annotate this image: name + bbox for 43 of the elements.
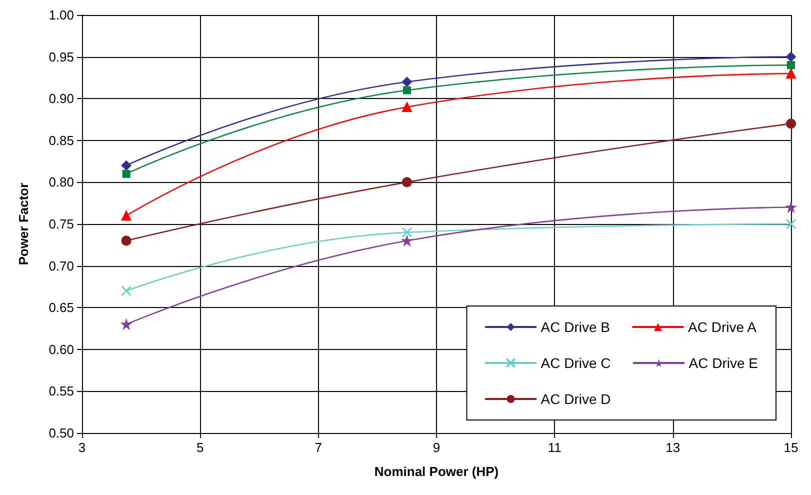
point: [121, 210, 132, 221]
point: [402, 177, 412, 188]
x-tick-label: 3: [78, 440, 86, 455]
y-tick-label: 0.85: [48, 132, 74, 148]
x-axis-title: Nominal Power (HP): [374, 464, 499, 479]
y-axis-title: Power Factor: [16, 182, 31, 266]
point: [786, 68, 796, 79]
point: [121, 319, 132, 330]
legend-label: AC Drive C: [540, 355, 611, 371]
point: [787, 61, 795, 70]
x-tick-label: 7: [314, 440, 322, 455]
point: [402, 76, 412, 87]
point: [402, 86, 411, 94]
y-tick-label: 0.55: [48, 384, 74, 399]
y-tick-label: 0.90: [48, 91, 74, 106]
y-tick-label: 0.60: [48, 342, 74, 357]
y-tick-label: 0.50: [48, 426, 74, 440]
x-tick-label: 13: [666, 440, 680, 455]
point: [121, 286, 132, 296]
y-tick-label: 1.00: [48, 8, 74, 22]
point: [786, 118, 796, 129]
point: [402, 227, 412, 238]
y-tick-label: 0.70: [48, 258, 74, 274]
y-tick-label: 0.75: [48, 216, 74, 232]
point: [402, 102, 412, 112]
point: [121, 160, 132, 170]
legend-label: AC Drive D: [540, 391, 611, 407]
x-tick-label: 9: [432, 440, 440, 455]
point: [786, 52, 796, 62]
point: [121, 236, 132, 246]
y-tick-label: 0.95: [48, 49, 74, 64]
point: [402, 236, 412, 246]
y-tick-label: 0.80: [48, 174, 74, 190]
legend-label: AC Drive B: [540, 319, 610, 335]
point: [122, 170, 130, 178]
x-tick-label: 11: [548, 440, 562, 455]
legend-label: AC Drive E: [688, 355, 758, 371]
y-tick-label: 0.65: [48, 300, 74, 316]
point: [786, 218, 796, 230]
x-tick-label: 5: [196, 440, 204, 455]
point: [786, 202, 796, 212]
x-tick-label: 15: [784, 440, 798, 455]
legend-label: AC Drive A: [688, 319, 758, 335]
